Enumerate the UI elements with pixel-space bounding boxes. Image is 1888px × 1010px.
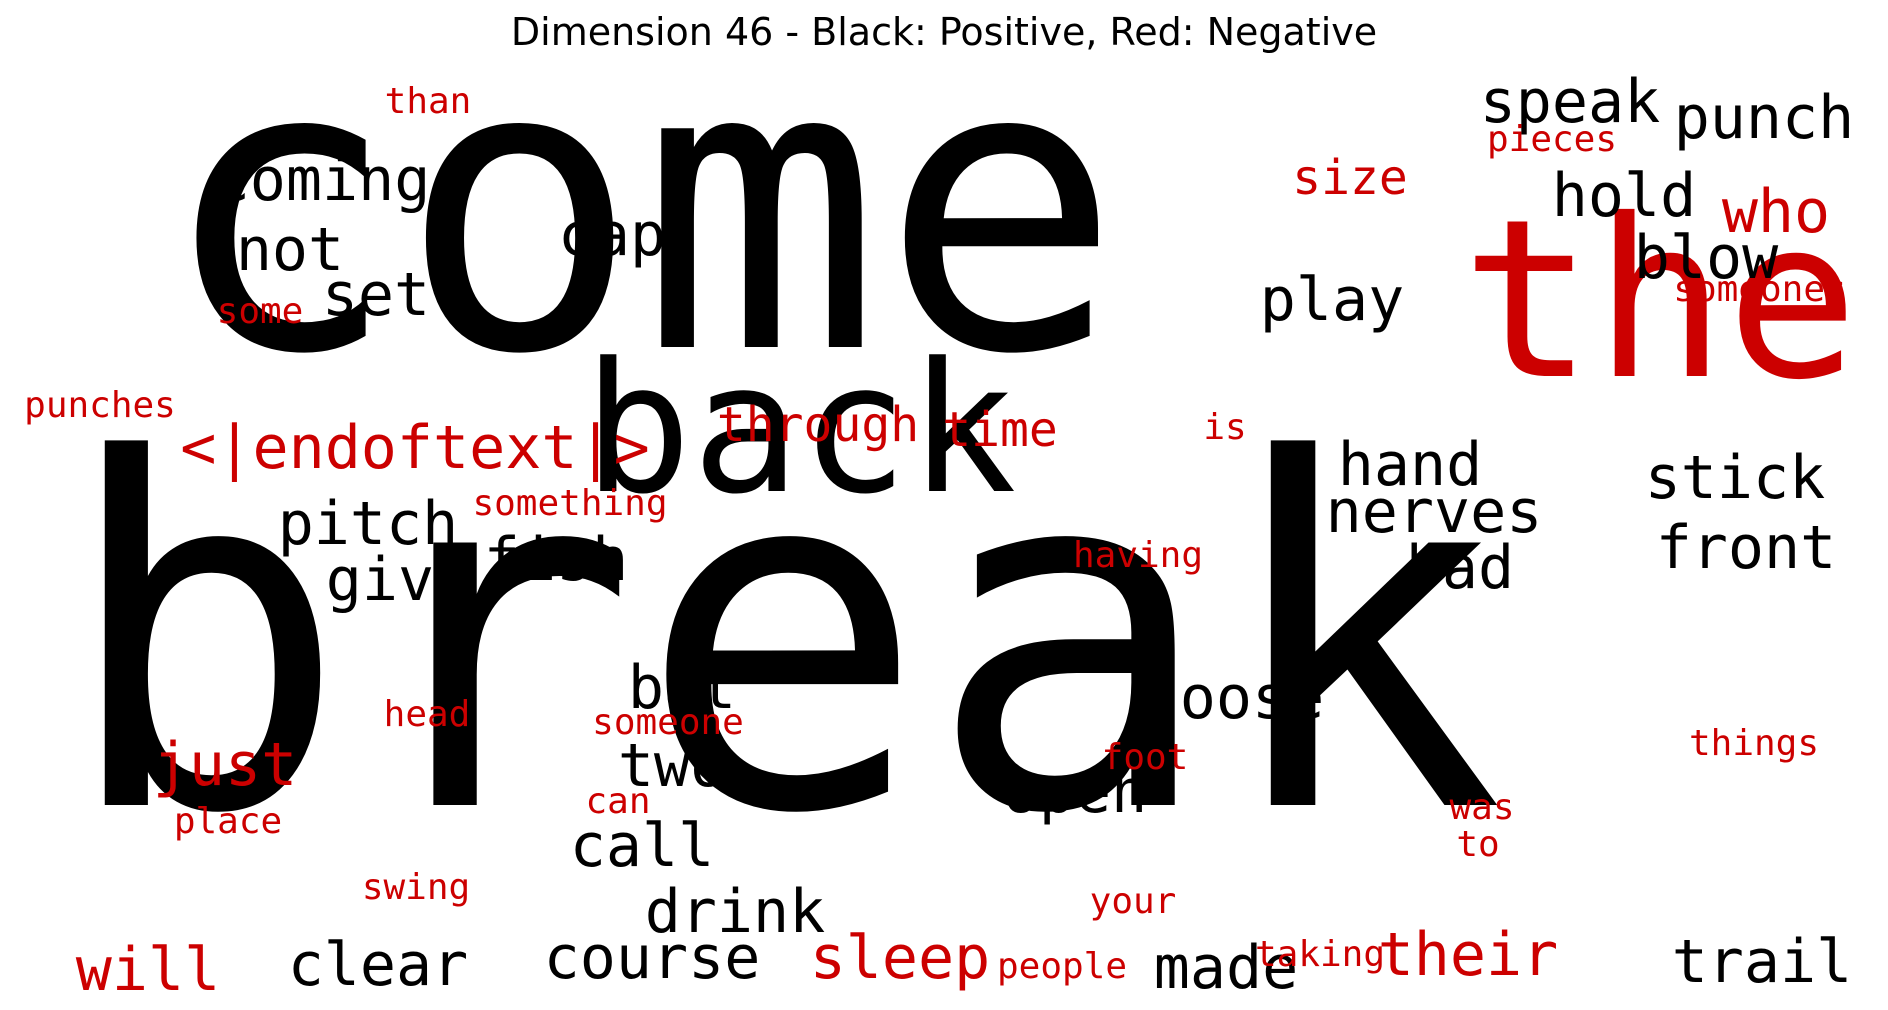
cloud-word-swing: swing [361,867,471,908]
cloud-word-taking: taking [1254,934,1386,975]
cloud-word-made: made [1153,933,1299,1003]
cloud-word-blow: blow [1633,223,1779,293]
cloud-word-endoftext: <|endoftext|> [180,413,650,483]
cloud-word-bat: bat [627,653,737,723]
cloud-word-clear: clear [287,930,469,1000]
cloud-word-to: to [1456,824,1500,865]
cloud-word-set: set [321,260,431,330]
cloud-word-course: course [543,923,761,993]
cloud-word-who: who [1721,177,1831,247]
cloud-word-hand: hand [1337,430,1483,500]
cloud-word-was: was [1449,787,1515,828]
cloud-word-through: through [716,397,920,453]
cloud-word-something: something [472,483,668,524]
cloud-word-bad: bad [1405,533,1515,603]
cloud-word-punches: punches [24,385,176,426]
cloud-word-speak: speak [1479,67,1661,137]
cloud-word-fish: fish [483,525,629,595]
cloud-word-some: some [216,291,304,332]
cloud-word-drink: drink [644,877,826,947]
cloud-word-call: call [569,811,715,881]
cloud-word-come: come [158,0,1122,442]
cloud-word-pitch: pitch [277,489,459,559]
cloud-word-give: give [325,545,471,615]
cloud-word-break: break [59,360,1505,919]
cloud-word-foot: foot [1101,737,1189,778]
cloud-word-place: place [173,801,283,842]
cloud-word-someone: someone [592,702,744,743]
cloud-word-back: back [583,325,1017,534]
figure-title: Dimension 46 - Black: Positive, Red: Neg… [510,10,1378,54]
cloud-word-coming: coming [213,145,431,215]
cloud-word-cap: cap [557,200,667,270]
cloud-word-play: play [1259,265,1405,335]
cloud-word-pieces: pieces [1486,119,1618,160]
cloud-word-loose: loose [1143,663,1325,733]
cloud-word-people: people [996,946,1128,987]
cloud-word-sleep: sleep [809,923,991,993]
cloud-word-two: two [617,731,727,801]
cloud-word-things: things [1688,723,1820,764]
cloud-word-open: open [1002,757,1148,827]
cloud-word-front: front [1655,513,1837,583]
cloud-word-is: is [1203,407,1247,448]
cloud-word-someones: someones [1673,269,1847,310]
cloud-word-the: the [1461,172,1859,428]
cloud-word-hold: hold [1551,161,1697,231]
cloud-word-will: will [75,935,221,1005]
cloud-word-not: not [235,215,345,285]
cloud-word-your: your [1089,881,1177,922]
cloud-word-can: can [585,781,651,822]
cloud-word-head: head [383,694,471,735]
cloud-word-just: just [152,730,298,800]
cloud-word-their: their [1377,920,1559,990]
cloud-word-time: time [942,402,1058,458]
cloud-word-nerves: nerves [1325,477,1543,547]
cloud-word-having: having [1072,535,1204,576]
cloud-word-stick: stick [1644,443,1826,513]
cloud-word-trail: trail [1671,927,1853,997]
cloud-word-punch: punch [1673,83,1855,153]
cloud-word-than: than [384,81,472,122]
cloud-word-size: size [1292,150,1408,206]
